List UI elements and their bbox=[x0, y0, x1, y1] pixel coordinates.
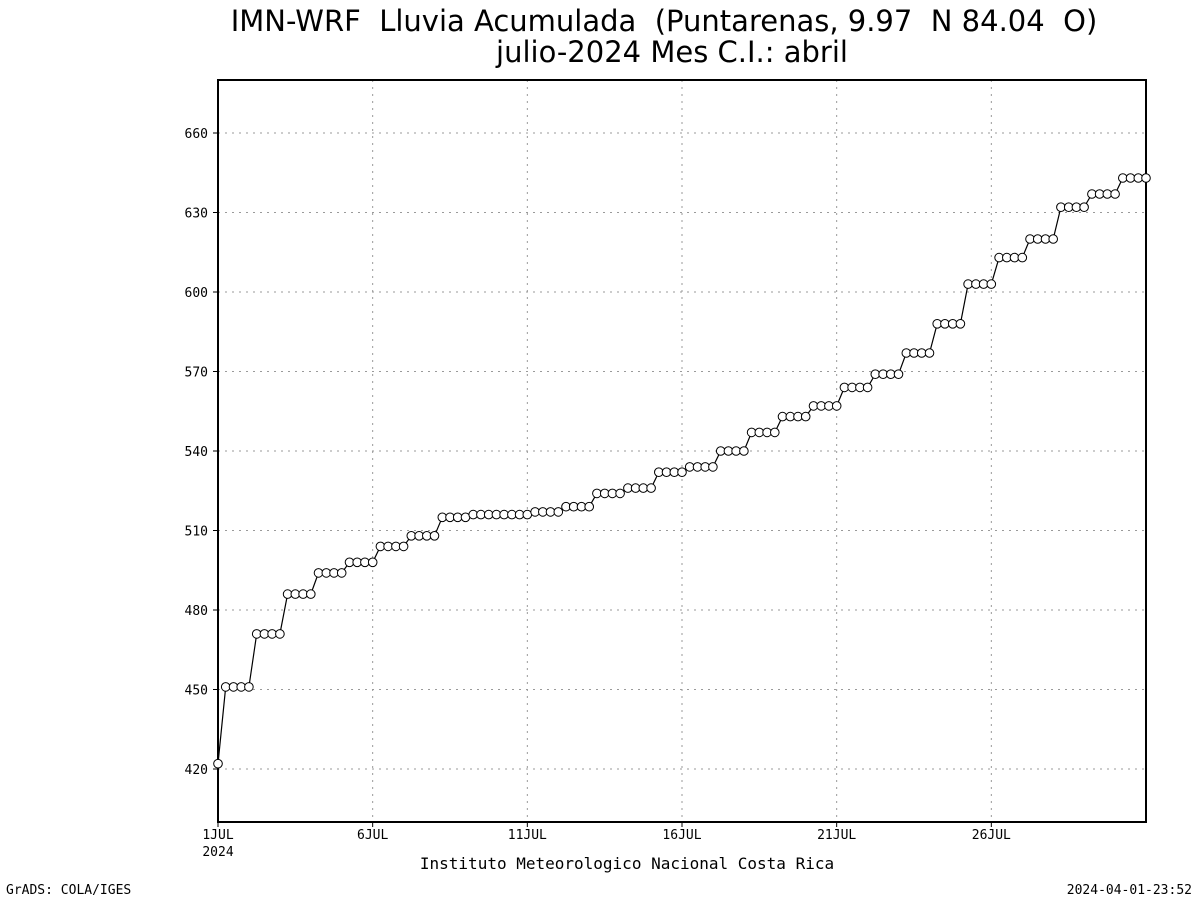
data-point bbox=[986, 279, 997, 289]
y-tick-label: 510 bbox=[185, 525, 208, 540]
chart-title: IMN-WRF Lluvia Acumulada (Puntarenas, 9.… bbox=[231, 4, 1098, 38]
y-tick-label: 540 bbox=[185, 445, 208, 460]
x-tick-label: 21JUL bbox=[817, 828, 856, 843]
x-tick-year: 2024 bbox=[202, 845, 233, 860]
grads-credit: GrADS: COLA/IGES bbox=[6, 883, 131, 898]
data-point bbox=[429, 531, 440, 541]
data-point bbox=[770, 427, 780, 438]
data-point bbox=[1079, 202, 1089, 212]
x-tick-label: 11JUL bbox=[508, 828, 547, 843]
x-tick-label: 16JUL bbox=[662, 828, 701, 843]
institution-label: Instituto Meteorologico Nacional Costa R… bbox=[420, 854, 834, 873]
data-point bbox=[831, 401, 842, 411]
data-point bbox=[646, 483, 656, 493]
data-point bbox=[275, 629, 285, 639]
data-point bbox=[739, 446, 749, 456]
y-tick-label: 570 bbox=[185, 366, 208, 381]
data-point bbox=[1141, 173, 1151, 183]
timestamp: 2024-04-01-23:52 bbox=[1067, 883, 1192, 898]
y-tick-label: 450 bbox=[185, 684, 208, 699]
data-point bbox=[1110, 189, 1120, 199]
axis-ticks: 420 450 480 510 540 570 600 630 660 1JUL 2024 6JUL 1… bbox=[185, 127, 1012, 860]
data-point bbox=[708, 462, 718, 472]
data-point bbox=[244, 682, 254, 692]
data-point bbox=[553, 507, 564, 517]
chart-subtitle: julio-2024 Mes C.I.: abril bbox=[495, 35, 848, 69]
data-point bbox=[955, 319, 966, 329]
data-point bbox=[615, 488, 625, 499]
y-tick-label: 600 bbox=[185, 286, 208, 301]
x-tick-label: 6JUL bbox=[357, 828, 388, 843]
y-tick-label: 660 bbox=[185, 127, 208, 142]
series-accumulated-rain bbox=[213, 173, 1151, 769]
data-point bbox=[1048, 234, 1058, 244]
data-point bbox=[862, 382, 873, 393]
gridlines bbox=[218, 80, 1146, 822]
y-tick-label: 480 bbox=[185, 604, 208, 619]
data-point bbox=[677, 467, 687, 478]
data-point bbox=[800, 411, 811, 422]
data-point bbox=[893, 369, 904, 380]
data-point bbox=[367, 557, 378, 568]
data-point bbox=[584, 501, 595, 512]
data-point bbox=[336, 568, 347, 578]
x-tick-label: 26JUL bbox=[972, 828, 1011, 843]
data-point bbox=[398, 541, 409, 552]
y-tick-label: 420 bbox=[185, 763, 208, 778]
data-point bbox=[924, 348, 935, 358]
data-point bbox=[213, 758, 223, 769]
data-point bbox=[306, 589, 316, 599]
data-point bbox=[1017, 252, 1028, 263]
x-tick-label: 1JUL bbox=[202, 828, 233, 843]
y-tick-label: 630 bbox=[185, 207, 208, 222]
